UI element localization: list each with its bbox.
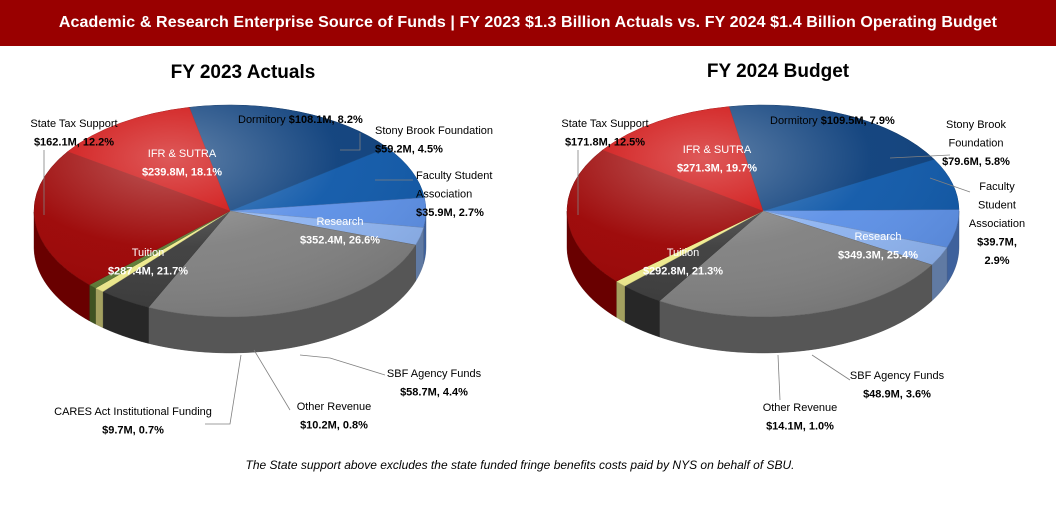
header-title: Academic & Research Enterprise Source of… — [0, 0, 1056, 46]
data-label-name: Stony Brook Foundation — [375, 125, 493, 137]
data-label-value: $109.5M, 7.9% — [821, 115, 895, 127]
data-label-text: Dormitory $109.5M, 7.9% — [770, 115, 895, 127]
data-label-ifr-and-sutra: IFR & SUTRA $239.8M, 18.1% — [142, 148, 222, 179]
data-label-stony-brook-foundation: Stony Brook Foundation $59.2M, 4.5% — [375, 125, 493, 156]
data-label-value: $349.3M, 25.4% — [838, 250, 918, 262]
data-label-name: Other Revenue — [297, 401, 372, 413]
leader-line — [929, 177, 971, 193]
pie-top — [33, 104, 427, 318]
leader-lines — [577, 150, 971, 401]
data-label-value: $9.7M, 0.7% — [102, 425, 164, 437]
data-label-name: Dormitory — [770, 115, 821, 127]
data-label-value: $287.4M, 21.7% — [108, 266, 188, 278]
data-label-value: $171.8M, 12.5% — [565, 137, 645, 149]
chart-title: FY 2024 Budget — [707, 61, 850, 82]
data-label-value: $10.2M, 0.8% — [300, 420, 368, 432]
data-label-name: Faculty Student — [416, 170, 492, 182]
data-label-tuition: Tuition $292.8M, 21.3% — [643, 247, 723, 278]
data-label-name: State Tax Support — [561, 118, 648, 130]
data-label-text: Dormitory $108.1M, 8.2% — [238, 114, 363, 126]
leader-line — [889, 154, 951, 159]
data-label-dormitory: Dormitory $108.1M, 8.2% — [238, 114, 363, 126]
data-label-sbf-agency-funds: SBF Agency Funds $48.9M, 3.6% — [850, 370, 945, 401]
data-label-value: $352.4M, 26.6% — [300, 235, 380, 247]
data-label-cares-act-institutional-funding: CARES Act Institutional Funding $9.7M, 0.… — [54, 406, 212, 437]
leader-line — [299, 354, 386, 376]
data-label-faculty-student-association: Faculty Student Association $35.9M, 2.7% — [416, 170, 492, 219]
leader-line — [253, 349, 291, 411]
data-label-value: $59.2M, 4.5% — [375, 144, 443, 156]
data-label-value: $35.9M, 2.7% — [416, 207, 484, 219]
data-label-name: CARES Act Institutional Funding — [54, 406, 212, 418]
data-label-state-tax-support: State Tax Support $171.8M, 12.5% — [561, 118, 648, 149]
data-label-value: $14.1M, 1.0% — [766, 421, 834, 433]
pie-side-other-revenue — [95, 287, 104, 328]
data-label-value: $58.7M, 4.4% — [400, 387, 468, 399]
data-label-name: Foundation — [948, 138, 1003, 150]
data-label-name: Faculty — [979, 181, 1015, 193]
pie-highlight — [567, 105, 959, 317]
pie-chart-fy2024: FY 2024 Budget IFR & SUTRA $271.3M, 19.7%… — [561, 61, 1025, 433]
data-label-name: Association — [416, 189, 472, 201]
data-label-value: $108.1M, 8.2% — [289, 114, 363, 126]
data-label-name: Tuition — [132, 247, 165, 259]
leader-line — [811, 354, 851, 381]
data-label-research: Research $349.3M, 25.4% — [838, 231, 918, 262]
data-label-name: IFR & SUTRA — [683, 144, 752, 156]
data-label-name: State Tax Support — [30, 118, 117, 130]
pie-side — [566, 210, 960, 354]
charts-canvas: FY 2023 Actuals IFR & SUTRA $239.8M, 18.1… — [30, 61, 1025, 437]
leader-line — [340, 133, 361, 151]
pie-top — [566, 104, 960, 318]
data-label-value: $48.9M, 3.6% — [863, 389, 931, 401]
data-label-name: Student — [978, 200, 1016, 212]
leader-lines — [43, 133, 413, 425]
pie-side-other-revenue — [616, 280, 625, 323]
data-label-name: SBF Agency Funds — [850, 370, 945, 382]
data-label-name: Association — [969, 218, 1025, 230]
data-label-stony-brook-foundation: Stony Brook Foundation $79.6M, 5.8% — [942, 119, 1010, 168]
data-label-name: Stony Brook — [946, 119, 1006, 131]
data-label-value: $39.7M, — [977, 237, 1017, 249]
footnote: The State support above excludes the sta… — [245, 458, 795, 472]
data-label-value: $162.1M, 12.2% — [34, 137, 114, 149]
data-label-other-revenue: Other Revenue $10.2M, 0.8% — [297, 401, 372, 432]
data-label-name: Tuition — [667, 247, 700, 259]
chart-title: FY 2023 Actuals — [171, 62, 316, 83]
data-label-name: Research — [854, 231, 901, 243]
data-label-name: Dormitory — [238, 114, 289, 126]
pie-highlight — [34, 105, 426, 317]
leader-line — [205, 354, 242, 425]
data-label-research: Research $352.4M, 26.6% — [300, 216, 380, 247]
data-label-ifr-and-sutra: IFR & SUTRA $271.3M, 19.7% — [677, 144, 757, 175]
data-label-value: $271.3M, 19.7% — [677, 163, 757, 175]
data-label-name: SBF Agency Funds — [387, 368, 482, 380]
data-label-value: $239.8M, 18.1% — [142, 167, 222, 179]
pie-chart-fy2023: FY 2023 Actuals IFR & SUTRA $239.8M, 18.1… — [30, 62, 493, 437]
data-label-value: $79.6M, 5.8% — [942, 156, 1010, 168]
pie-side-cares-act-institutional-funding — [89, 284, 96, 325]
data-label-value: 2.9% — [984, 255, 1009, 267]
data-label-name: IFR & SUTRA — [148, 148, 217, 160]
data-label-tuition: Tuition $287.4M, 21.7% — [108, 247, 188, 278]
data-label-faculty-student-association: Faculty Student Association $39.7M, 2.9% — [969, 181, 1025, 267]
data-label-other-revenue: Other Revenue $14.1M, 1.0% — [763, 402, 838, 433]
data-label-name: Other Revenue — [763, 402, 838, 414]
data-label-sbf-agency-funds: SBF Agency Funds $58.7M, 4.4% — [387, 368, 482, 399]
data-label-dormitory: Dormitory $109.5M, 7.9% — [770, 115, 895, 127]
pie-side — [33, 211, 427, 354]
leader-line — [777, 354, 781, 401]
data-label-value: $292.8M, 21.3% — [643, 266, 723, 278]
data-label-name: Research — [316, 216, 363, 228]
data-label-state-tax-support: State Tax Support $162.1M, 12.2% — [30, 118, 117, 149]
